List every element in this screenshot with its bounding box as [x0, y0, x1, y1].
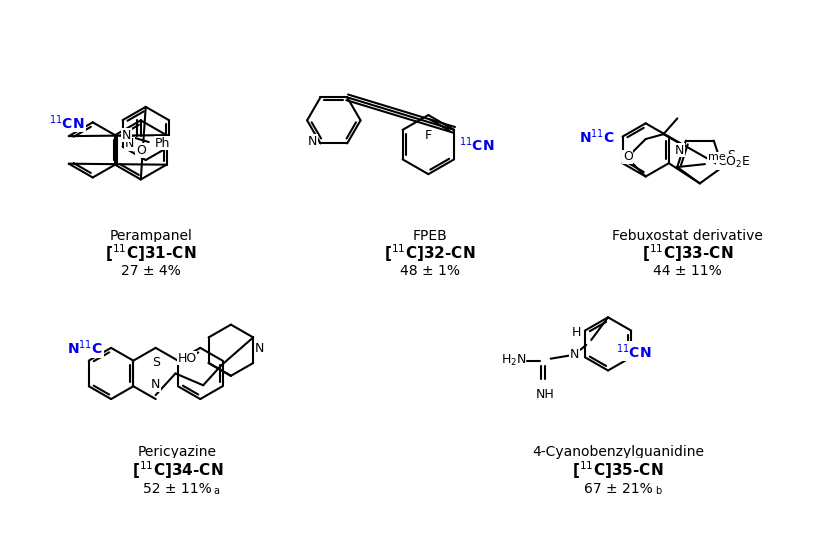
- Text: N$^{11}$C: N$^{11}$C: [579, 127, 614, 146]
- Text: N$^{11}$C: N$^{11}$C: [67, 339, 103, 357]
- Text: H: H: [572, 326, 581, 339]
- Text: Perampanel: Perampanel: [110, 229, 192, 242]
- Text: 67 ± 21%: 67 ± 21%: [583, 482, 652, 496]
- Text: a: a: [213, 486, 219, 496]
- Text: HO: HO: [178, 352, 197, 365]
- Text: $^{11}$CN: $^{11}$CN: [459, 136, 495, 154]
- Text: [$^{11}$C]31-CN: [$^{11}$C]31-CN: [105, 242, 197, 264]
- Text: [$^{11}$C]32-CN: [$^{11}$C]32-CN: [384, 242, 476, 264]
- Text: NH: NH: [535, 388, 554, 401]
- Text: N: N: [124, 137, 134, 150]
- Text: 52 ± 11%: 52 ± 11%: [143, 482, 212, 496]
- Text: S: S: [727, 149, 735, 162]
- Text: 4-Cyanobenzylguanidine: 4-Cyanobenzylguanidine: [532, 445, 704, 459]
- Text: [$^{11}$C]35-CN: [$^{11}$C]35-CN: [572, 459, 664, 481]
- Text: [$^{11}$C]34-CN: [$^{11}$C]34-CN: [132, 459, 223, 481]
- Text: O: O: [622, 150, 632, 164]
- Text: $^{11}$CN: $^{11}$CN: [616, 342, 652, 360]
- Text: N: N: [308, 135, 318, 148]
- Text: FPEB: FPEB: [413, 229, 447, 242]
- Text: Pericyazine: Pericyazine: [138, 445, 217, 459]
- Text: N: N: [675, 144, 684, 156]
- Text: 44 ± 11%: 44 ± 11%: [653, 264, 721, 278]
- Text: N: N: [569, 348, 579, 361]
- Text: $^{11}$CN: $^{11}$CN: [50, 113, 85, 132]
- Text: Ph: Ph: [154, 137, 170, 149]
- Text: N: N: [255, 342, 265, 356]
- Text: me: me: [708, 153, 725, 162]
- Text: F: F: [425, 129, 432, 142]
- Text: 27 ± 4%: 27 ± 4%: [121, 264, 181, 278]
- Text: H$_2$N: H$_2$N: [501, 353, 527, 368]
- Text: CO$_2$E: CO$_2$E: [717, 155, 750, 170]
- Text: O: O: [136, 144, 146, 157]
- Text: [$^{11}$C]33-CN: [$^{11}$C]33-CN: [642, 242, 733, 264]
- Text: 48 ± 1%: 48 ± 1%: [400, 264, 460, 278]
- Text: Febuxostat derivative: Febuxostat derivative: [612, 229, 763, 242]
- Text: N: N: [122, 129, 131, 142]
- Text: N: N: [151, 378, 160, 391]
- Text: b: b: [656, 486, 662, 496]
- Text: S: S: [152, 356, 159, 369]
